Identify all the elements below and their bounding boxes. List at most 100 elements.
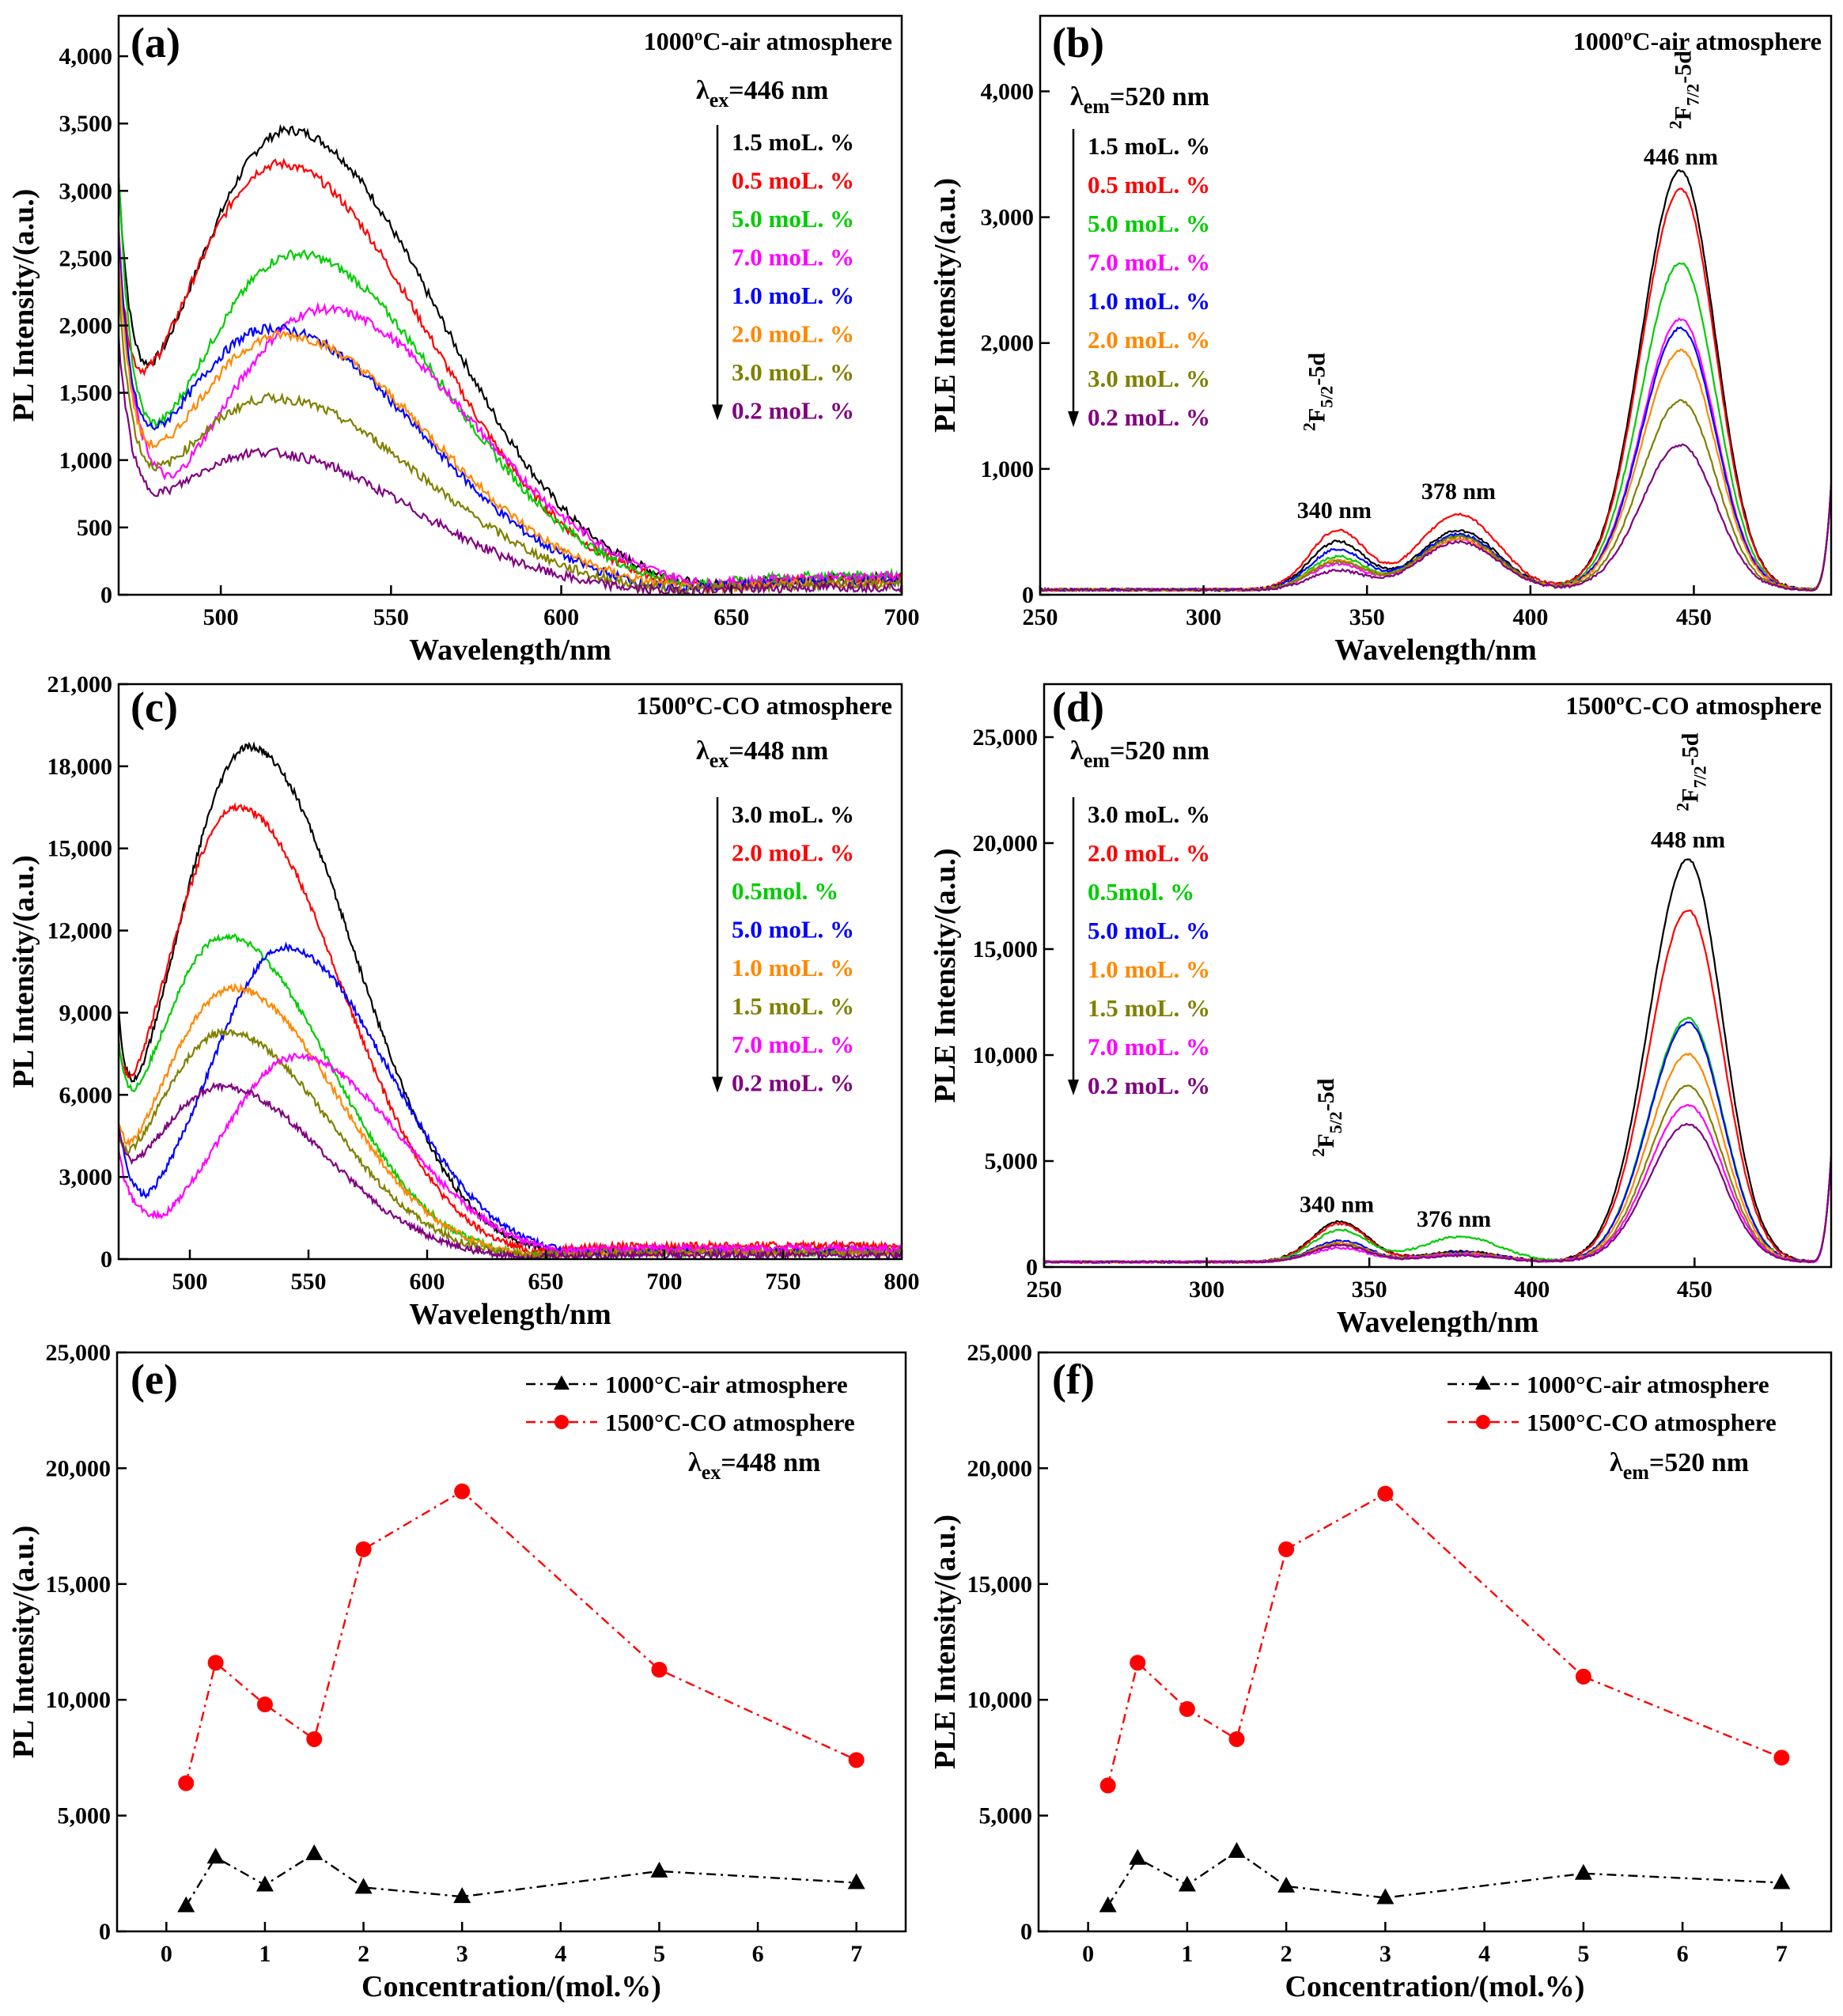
y-tick-label: 15,000 <box>46 1572 112 1598</box>
x-tick-label: 250 <box>1027 1277 1062 1303</box>
x-tick-label: 500 <box>172 1269 208 1295</box>
lambda-label: λem=520 nm <box>1610 1448 1749 1484</box>
y-tick-label: 9,000 <box>59 1000 113 1026</box>
lambda-value: =520 nm <box>1110 82 1209 112</box>
data-point-circle <box>306 1730 323 1747</box>
x-tick-label: 600 <box>410 1269 445 1295</box>
y-tick-label: 15,000 <box>973 936 1039 963</box>
chart-panel-f: 1000°C-air atmosphere 1500°C-CO atmospher… <box>929 1340 1833 2003</box>
condition-label: 1500ºC-CO atmosphere <box>1565 691 1822 720</box>
data-point-circle <box>1228 1730 1245 1747</box>
y-tick-label: 0 <box>100 1246 112 1273</box>
transition-subscript: 7/2 <box>1682 84 1702 106</box>
lambda-value: =448 nm <box>728 736 828 766</box>
data-point-triangle <box>1376 1888 1395 1904</box>
legend-item: 2.0 moL. % <box>732 320 854 348</box>
x-tick-label: 650 <box>528 1269 564 1295</box>
y-tick-label: 20,000 <box>967 1455 1033 1481</box>
data-point-circle <box>1575 1668 1591 1685</box>
lambda-symbol: λ <box>688 1448 702 1477</box>
peak-label: 448 nm <box>1651 826 1725 853</box>
series-line <box>119 282 902 595</box>
legend-arrow-head <box>1068 1080 1079 1095</box>
y-tick-label: 2,000 <box>981 331 1035 357</box>
legend-item: 1.5 moL. % <box>732 993 854 1020</box>
lambda-subscript: ex <box>710 89 729 112</box>
condition-label: 1000ºC-air atmosphere <box>644 27 892 55</box>
y-tick-label: 3,000 <box>59 1164 113 1190</box>
plot-frame <box>1039 14 1833 596</box>
series-line <box>1044 1122 1831 1265</box>
legend-item: 2.0 moL. % <box>1088 326 1210 354</box>
y-tick-label: 4,000 <box>59 43 113 70</box>
transition-subscript: 5/2 <box>1317 386 1337 408</box>
series-line <box>1044 1084 1831 1265</box>
y-axis-title: PLE Intensity/(a.u.) <box>929 1515 962 1769</box>
data-point-circle <box>256 1696 273 1713</box>
transition-base: F <box>1304 408 1330 422</box>
data-point-triangle <box>305 1844 324 1860</box>
chart-panel-e: 1000°C-air atmosphere 1500°C-CO atmospher… <box>7 1340 907 2003</box>
x-tick-label: 3 <box>456 1941 468 1967</box>
legend-item: 0.5mol. % <box>1088 878 1194 906</box>
transition-subscript: 7/2 <box>1690 766 1709 788</box>
series-line <box>119 982 902 1259</box>
y-tick-label: 12,000 <box>47 918 113 944</box>
legend-item: 1.0 moL. % <box>732 282 854 309</box>
x-tick-label: 550 <box>291 1269 327 1295</box>
transition-base: F <box>1677 788 1703 802</box>
legend-item: 3.0 moL. % <box>732 358 854 386</box>
data-point-circle <box>1179 1700 1195 1717</box>
x-tick-label: 800 <box>884 1269 920 1295</box>
x-axis-title: Wavelength/nm <box>409 1298 611 1331</box>
series-line <box>119 1027 902 1259</box>
x-tick-label: 2 <box>1281 1941 1292 1967</box>
x-tick-label: 0 <box>161 1941 172 1967</box>
legend-item: 1.5 moL. % <box>1088 132 1210 160</box>
transition-subscript: 5/2 <box>1326 1111 1345 1133</box>
y-tick-label: 15,000 <box>967 1572 1033 1598</box>
y-tick-label: 2,500 <box>59 245 113 271</box>
y-tick-label: 0 <box>1022 582 1034 608</box>
data-point-circle <box>1099 1777 1116 1794</box>
plot-frame <box>1043 683 1833 1269</box>
y-tick-label: 5,000 <box>979 1803 1033 1829</box>
legend-arrow-head <box>1068 411 1079 427</box>
series-group <box>119 741 902 1259</box>
series-line <box>1107 1492 1782 1786</box>
y-tick-label: 3,500 <box>59 111 113 137</box>
legend-item: 5.0 moL. % <box>732 916 854 944</box>
transition-label: 2F7/2-5d <box>1672 732 1709 811</box>
data-point-circle <box>1130 1655 1146 1671</box>
y-tick-label: 5,000 <box>985 1148 1039 1174</box>
legend-item: 0.2 moL. % <box>732 1069 854 1097</box>
lambda-label: λem=520 nm <box>1070 82 1209 118</box>
data-point-triangle <box>1099 1896 1117 1912</box>
y-tick-label: 10,000 <box>967 1687 1033 1713</box>
legend-item: 2.0 moL. % <box>732 839 854 867</box>
transition-superscript: 2 <box>1300 422 1319 431</box>
series-line <box>185 1852 857 1907</box>
y-tick-label: 15,000 <box>47 836 113 862</box>
x-axis-title: Wavelength/nm <box>1337 1306 1538 1337</box>
lambda-label: λex=446 nm <box>696 76 828 112</box>
x-tick-label: 550 <box>373 604 409 630</box>
data-point-triangle <box>1773 1873 1791 1889</box>
transition-rest: -5d <box>1677 732 1703 766</box>
peak-label: 378 nm <box>1421 478 1496 505</box>
y-tick-label: 1,500 <box>59 380 113 407</box>
transition-base: F <box>1670 106 1696 120</box>
peak-label: 446 nm <box>1644 144 1718 170</box>
data-point-triangle <box>1129 1848 1147 1865</box>
x-tick-label: 450 <box>1676 604 1712 630</box>
y-tick-label: 21,000 <box>47 671 113 698</box>
transition-base: F <box>1313 1133 1339 1148</box>
x-tick-label: 700 <box>884 604 920 630</box>
lambda-value: =446 nm <box>728 76 828 105</box>
legend-item: 5.0 moL. % <box>1088 210 1210 237</box>
legend-item: 0.5 moL. % <box>1088 171 1210 199</box>
y-tick-label: 10,000 <box>46 1687 112 1713</box>
x-tick-label: 5 <box>653 1941 665 1967</box>
